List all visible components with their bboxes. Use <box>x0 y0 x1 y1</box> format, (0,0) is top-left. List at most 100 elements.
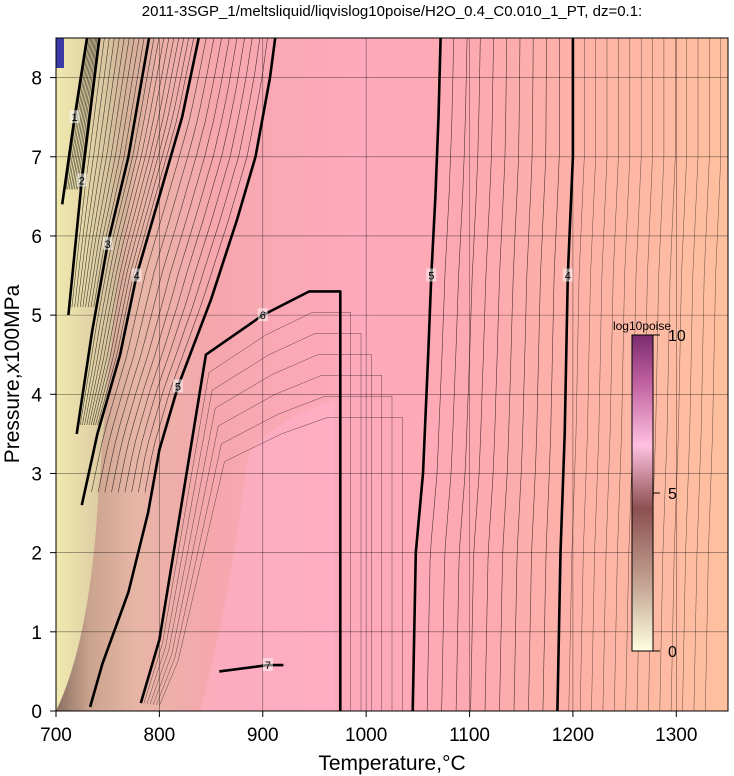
colorbar: log10poise 0 5 10 <box>613 319 686 661</box>
thin-contour-line <box>79 38 99 190</box>
contour-label-bg <box>257 308 268 322</box>
contour-label-bg <box>172 379 183 393</box>
thin-contour-line <box>71 38 105 308</box>
contour-label-bg <box>131 268 142 282</box>
thin-contour-line <box>542 38 560 711</box>
thin-contour-line <box>97 38 215 493</box>
y-tick-label: 6 <box>31 227 42 248</box>
y-tick-label: 7 <box>31 148 42 169</box>
x-tick-label: 1100 <box>449 725 490 746</box>
thin-contour-line <box>87 38 135 308</box>
thin-contour-line <box>682 38 699 711</box>
thin-contour-line <box>91 38 207 493</box>
thin-contour-line <box>69 38 91 190</box>
thin-contour-line <box>156 396 393 711</box>
thin-contour-line <box>104 38 222 493</box>
thin-contour-line <box>693 38 710 711</box>
edge-shading <box>56 38 64 68</box>
contour-label-bg <box>562 268 573 282</box>
thin-contour-line <box>72 38 94 190</box>
contour-label: 1 <box>72 112 78 124</box>
thin-contour-line <box>441 38 468 711</box>
chart-title: 2011-3SGP_1/meltsliquid/liqvislog10poise… <box>142 3 642 20</box>
contour-label: 5 <box>428 271 434 283</box>
thin-contour-line <box>568 38 585 711</box>
thin-contour-line <box>95 38 189 426</box>
thin-contour-line <box>670 38 687 711</box>
plot-frame <box>55 37 729 712</box>
thin-contour-line <box>528 38 547 711</box>
colorbar-ticks: 0 5 10 <box>653 328 686 661</box>
thin-contour-line <box>131 38 253 493</box>
thin-contour-line <box>82 38 160 426</box>
thin-contour-line <box>97 38 194 426</box>
contour-label-bg <box>426 268 437 282</box>
thin-contour-line <box>77 38 98 190</box>
thin-contour-line <box>111 38 230 493</box>
thin-contour-line <box>143 312 351 711</box>
thin-contour-line <box>513 38 534 711</box>
thin-contour-line <box>90 38 140 308</box>
thin-contour-line <box>149 354 372 711</box>
contour-label: 4 <box>565 271 571 283</box>
thin-contour-line <box>470 38 494 711</box>
thin-contour-lines <box>65 38 722 711</box>
x-tick-label: 1300 <box>655 725 697 746</box>
contour-line-4 <box>556 38 575 711</box>
x-axis-label: Temperature,°C <box>318 752 465 775</box>
thin-contour-line <box>144 38 268 493</box>
thin-contour-line <box>426 38 455 711</box>
y-tick-label: 1 <box>31 623 42 644</box>
contour-label: 4 <box>134 271 140 283</box>
thin-contour-line <box>705 38 722 711</box>
y-tick-label: 3 <box>31 464 42 485</box>
colorbar-tick-label: 0 <box>668 644 677 661</box>
high-viscosity-region <box>200 400 335 711</box>
x-tick-label: 1000 <box>345 725 387 746</box>
contour-line-6 <box>139 290 342 711</box>
grid-lines <box>56 38 728 711</box>
y-axis-label: Pressure,x100MPa <box>1 284 24 463</box>
colorbar-tick-label: 10 <box>668 328 686 345</box>
thin-contour-line <box>79 38 155 426</box>
thin-contour-line <box>85 38 130 308</box>
x-axis: 700 800 900 1000 1100 1200 1300 <box>40 711 697 746</box>
thin-contour-line <box>82 38 125 308</box>
thin-contour-line <box>591 38 608 711</box>
thin-contour-line <box>484 38 508 711</box>
thin-contour-line <box>138 38 261 493</box>
colorbar-gradient <box>631 334 654 652</box>
y-tick-label: 4 <box>31 385 42 406</box>
thin-contour-line <box>499 38 521 711</box>
thin-contour-line <box>579 38 596 711</box>
thin-contour-line <box>86 38 170 426</box>
contour-label: 6 <box>260 310 266 322</box>
thin-contour-line <box>159 417 403 711</box>
thin-contour-line <box>117 38 238 493</box>
x-tick-label: 1200 <box>552 725 594 746</box>
thin-contour-line <box>124 38 245 493</box>
thin-contour-line <box>146 333 362 711</box>
plot-area: 1 2 3 4 5 6 7 5 4 <box>55 37 729 712</box>
x-tick-label: 800 <box>144 725 176 746</box>
colorbar-title: log10poise <box>613 319 671 333</box>
thin-contour-line <box>70 38 93 190</box>
major-contour-lines: 1 2 3 4 5 6 7 5 4 <box>60 38 575 711</box>
thin-contour-line <box>152 375 382 711</box>
x-tick-label: 900 <box>247 725 279 746</box>
thin-contour-line <box>90 38 180 426</box>
thin-contour-line <box>74 38 110 308</box>
y-tick-label: 5 <box>31 306 42 327</box>
thin-contour-line <box>77 38 115 308</box>
y-axis: 0 1 2 3 4 5 6 7 8 <box>31 69 56 723</box>
contour-label: 3 <box>105 239 111 251</box>
colorbar-tick-label: 5 <box>668 486 677 503</box>
contour-label: 2 <box>79 176 85 188</box>
thin-contour-line <box>614 38 631 711</box>
y-tick-label: 2 <box>31 544 42 565</box>
contour-label: 5 <box>175 381 181 393</box>
thin-contour-line <box>93 38 145 308</box>
y-tick-label: 0 <box>31 702 42 723</box>
thin-contour-line <box>84 38 165 426</box>
